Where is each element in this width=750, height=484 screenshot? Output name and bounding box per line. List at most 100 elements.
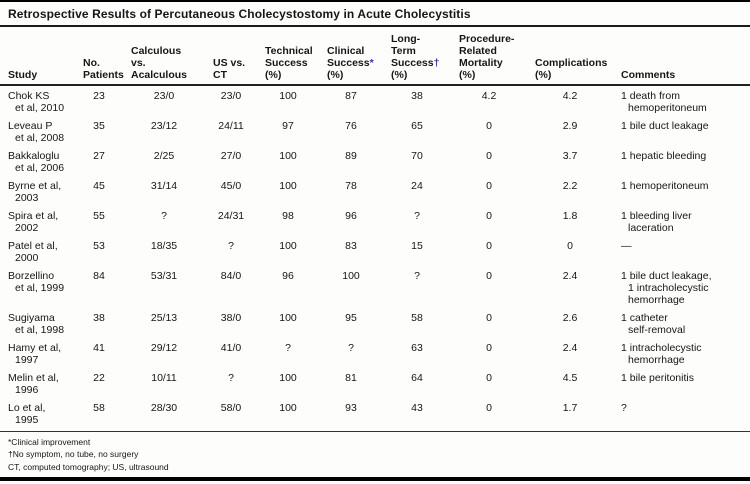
cell-technical: 98 <box>282 210 294 222</box>
cell-line: Bakkaloglu <box>8 150 60 162</box>
cell-study: Byrne et al, 2003 <box>0 176 75 206</box>
cell-mortality: 0 <box>486 240 492 252</box>
column-header-clinical: Clinical Success* (%) <box>319 27 383 86</box>
cell-complications: 4.2 <box>562 90 578 102</box>
table-body: Chok KS et al, 2010 23 23/0 23/0 100 87 38 4.2 4.… <box>0 85 750 428</box>
header-line: No. <box>83 57 100 69</box>
cell-study: Sugiyama et al, 1998 <box>0 308 75 338</box>
table-row: Melin et al, 1996 22 10/11? 100 81 64 0 4.5 1 bil… <box>0 368 750 398</box>
cell-us_ct: 23/0 <box>220 90 242 102</box>
cell-long_term: 43 <box>411 402 423 414</box>
header-line: Success† <box>391 57 440 69</box>
cell-us_ct: 41/0 <box>220 342 242 354</box>
cell-line: Hamy et al, <box>8 342 62 354</box>
header-line: (%) <box>535 69 552 81</box>
header-line: Procedure- <box>459 33 515 45</box>
cell-line: hemorrhage <box>628 354 685 366</box>
table-row: Byrne et al, 2003 45 31/14 45/0 100 78 24 0 2.2 1 … <box>0 176 750 206</box>
footnotes: *Clinical improvement †No symptom, no tub… <box>0 430 750 481</box>
cell-patients: 55 <box>93 210 105 222</box>
cell-line: 1995 <box>15 414 39 426</box>
cell-calc_acalc: ? <box>161 210 167 222</box>
cell-line: hemoperitoneum <box>628 102 707 114</box>
cell-line: 1 intracholecystic <box>621 342 702 354</box>
cell-line: ? <box>621 402 627 414</box>
cell-line: Melin et al, <box>8 372 59 384</box>
footnote-marker: † <box>433 57 440 69</box>
header-line: US vs. <box>213 57 246 69</box>
cell-patients: 41 <box>93 342 105 354</box>
header-line: Complications <box>535 57 608 69</box>
cell-calc_acalc: 53/31 <box>150 270 178 282</box>
cell-patients: 53 <box>93 240 105 252</box>
cell-line: Sugiyama <box>8 312 55 324</box>
cell-line: 1 bleeding liver <box>621 210 692 222</box>
cell-long_term: ? <box>414 270 420 282</box>
cell-mortality: 0 <box>486 372 492 384</box>
header-line: Comments <box>621 69 676 81</box>
cell-long_term: 58 <box>411 312 423 324</box>
footnote-marker: * <box>369 57 374 69</box>
cell-line: et al, 2008 <box>15 132 65 144</box>
cell-comments: 1 bile peritonitis <box>613 368 750 398</box>
footnote: CT, computed tomography; US, ultrasound <box>8 461 169 472</box>
header-line: (%) <box>459 69 476 81</box>
cell-comments: 1 bile duct leakage <box>613 116 750 146</box>
table-title: Retrospective Results of Percutaneous Ch… <box>0 2 750 27</box>
cell-complications: 3.7 <box>562 150 578 162</box>
cell-patients: 23 <box>93 90 105 102</box>
cell-technical: 97 <box>282 120 294 132</box>
cell-calc_acalc: 29/12 <box>150 342 178 354</box>
table-row: Chok KS et al, 2010 23 23/0 23/0 100 87 38 4.2 4.… <box>0 85 750 116</box>
cell-line: hemorrhage <box>628 294 685 306</box>
cell-complications: 2.6 <box>562 312 578 324</box>
header-line: Term <box>391 45 416 57</box>
cell-long_term: 38 <box>411 90 423 102</box>
cell-clinical: 96 <box>345 210 357 222</box>
cell-calc_acalc: 23/12 <box>150 120 178 132</box>
cell-patients: 35 <box>93 120 105 132</box>
cell-line: Patel et al, <box>8 240 58 252</box>
column-header-comments: Comments <box>613 27 750 86</box>
cell-us_ct: 27/0 <box>220 150 242 162</box>
cell-calc_acalc: 25/13 <box>150 312 178 324</box>
cell-study: Lo et al, 1995 <box>0 398 75 428</box>
column-header-us_ct: US vs. CT <box>205 27 257 86</box>
cell-technical: 96 <box>282 270 294 282</box>
table-row: Lo et al, 1995 58 28/30 58/0 100 93 43 0 1.7? <box>0 398 750 428</box>
cell-complications: 1.7 <box>562 402 578 414</box>
cell-comments: — <box>613 236 750 266</box>
cell-mortality: 0 <box>486 180 492 192</box>
cell-study: Hamy et al, 1997 <box>0 338 75 368</box>
cell-patients: 22 <box>93 372 105 384</box>
cell-comments: 1 intracholecystic hemorrhage <box>613 338 750 368</box>
cell-comments: 1 bile duct leakage, 1 intracholecystic he… <box>613 266 750 308</box>
cell-clinical: 100 <box>342 270 360 282</box>
cell-comments: 1 death from hemoperitoneum <box>613 85 750 116</box>
cell-comments: 1 catheter self-removal <box>613 308 750 338</box>
cell-line: 1 bile duct leakage <box>621 120 709 132</box>
column-header-complications: Complications (%) <box>527 27 613 86</box>
table-header: Study No. Patients Calculous vs. Acalculous US… <box>0 27 750 86</box>
header-line: (%) <box>265 69 282 81</box>
cell-clinical: 78 <box>345 180 357 192</box>
cell-us_ct: 24/11 <box>218 120 244 132</box>
cell-us_ct: 45/0 <box>220 180 242 192</box>
header-line: Related <box>459 45 497 57</box>
cell-us_ct: ? <box>228 240 234 252</box>
column-header-technical: Technical Success (%) <box>257 27 319 86</box>
header-row: Study No. Patients Calculous vs. Acalculous US… <box>0 27 750 86</box>
cell-line: 1 intracholecystic <box>628 282 709 294</box>
table-row: Borzellino et al, 1999 84 53/31 84/0 96 100? 0 2… <box>0 266 750 308</box>
cell-line: et al, 1998 <box>15 324 65 336</box>
header-line: Patients <box>83 69 124 81</box>
cell-line: 1 bile duct leakage, <box>621 270 712 282</box>
header-line: (%) <box>327 69 344 81</box>
column-header-long_term: Long- Term Success† (%) <box>383 27 451 86</box>
cell-complications: 2.9 <box>562 120 578 132</box>
cell-long_term: 65 <box>411 120 423 132</box>
cell-long_term: 64 <box>411 372 423 384</box>
